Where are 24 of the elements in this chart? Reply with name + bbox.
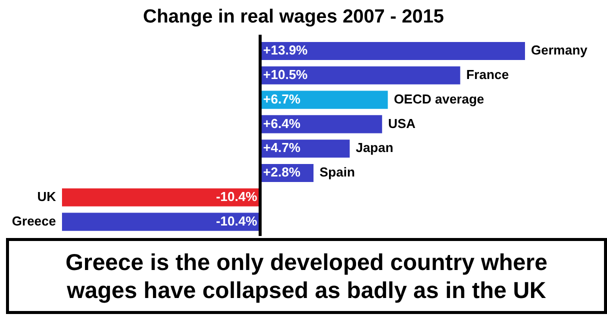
- data-label: +2.8%: [263, 164, 301, 180]
- bar: [62, 188, 260, 206]
- y-tick-label: Germany: [531, 42, 588, 58]
- chart-title: Change in real wages 2007 - 2015: [143, 6, 444, 28]
- data-label: -10.4%: [216, 213, 258, 228]
- y-tick-label: OECD average: [394, 91, 484, 106]
- y-tick-label: USA: [388, 116, 416, 131]
- y-tick-label: UK: [37, 188, 57, 204]
- data-label: +6.4%: [263, 116, 301, 131]
- bar: [260, 90, 388, 109]
- data-label: +10.5%: [263, 66, 308, 82]
- y-tick-label: Spain: [320, 164, 355, 180]
- data-label: +6.7%: [263, 91, 301, 106]
- bar: [260, 115, 382, 134]
- y-tick-label: Greece: [12, 213, 56, 228]
- text: Greece is the only developed country where wages have collapsed as badly as in the UK: [6, 238, 607, 314]
- y-tick-label: France: [466, 66, 509, 82]
- bar: [260, 66, 460, 84]
- data-label: +13.9%: [263, 42, 308, 58]
- data-label: -10.4%: [216, 188, 258, 204]
- y-tick-label: Japan: [356, 140, 394, 156]
- data-label: +4.7%: [263, 140, 301, 156]
- bar: [260, 42, 525, 60]
- bar: [62, 212, 260, 231]
